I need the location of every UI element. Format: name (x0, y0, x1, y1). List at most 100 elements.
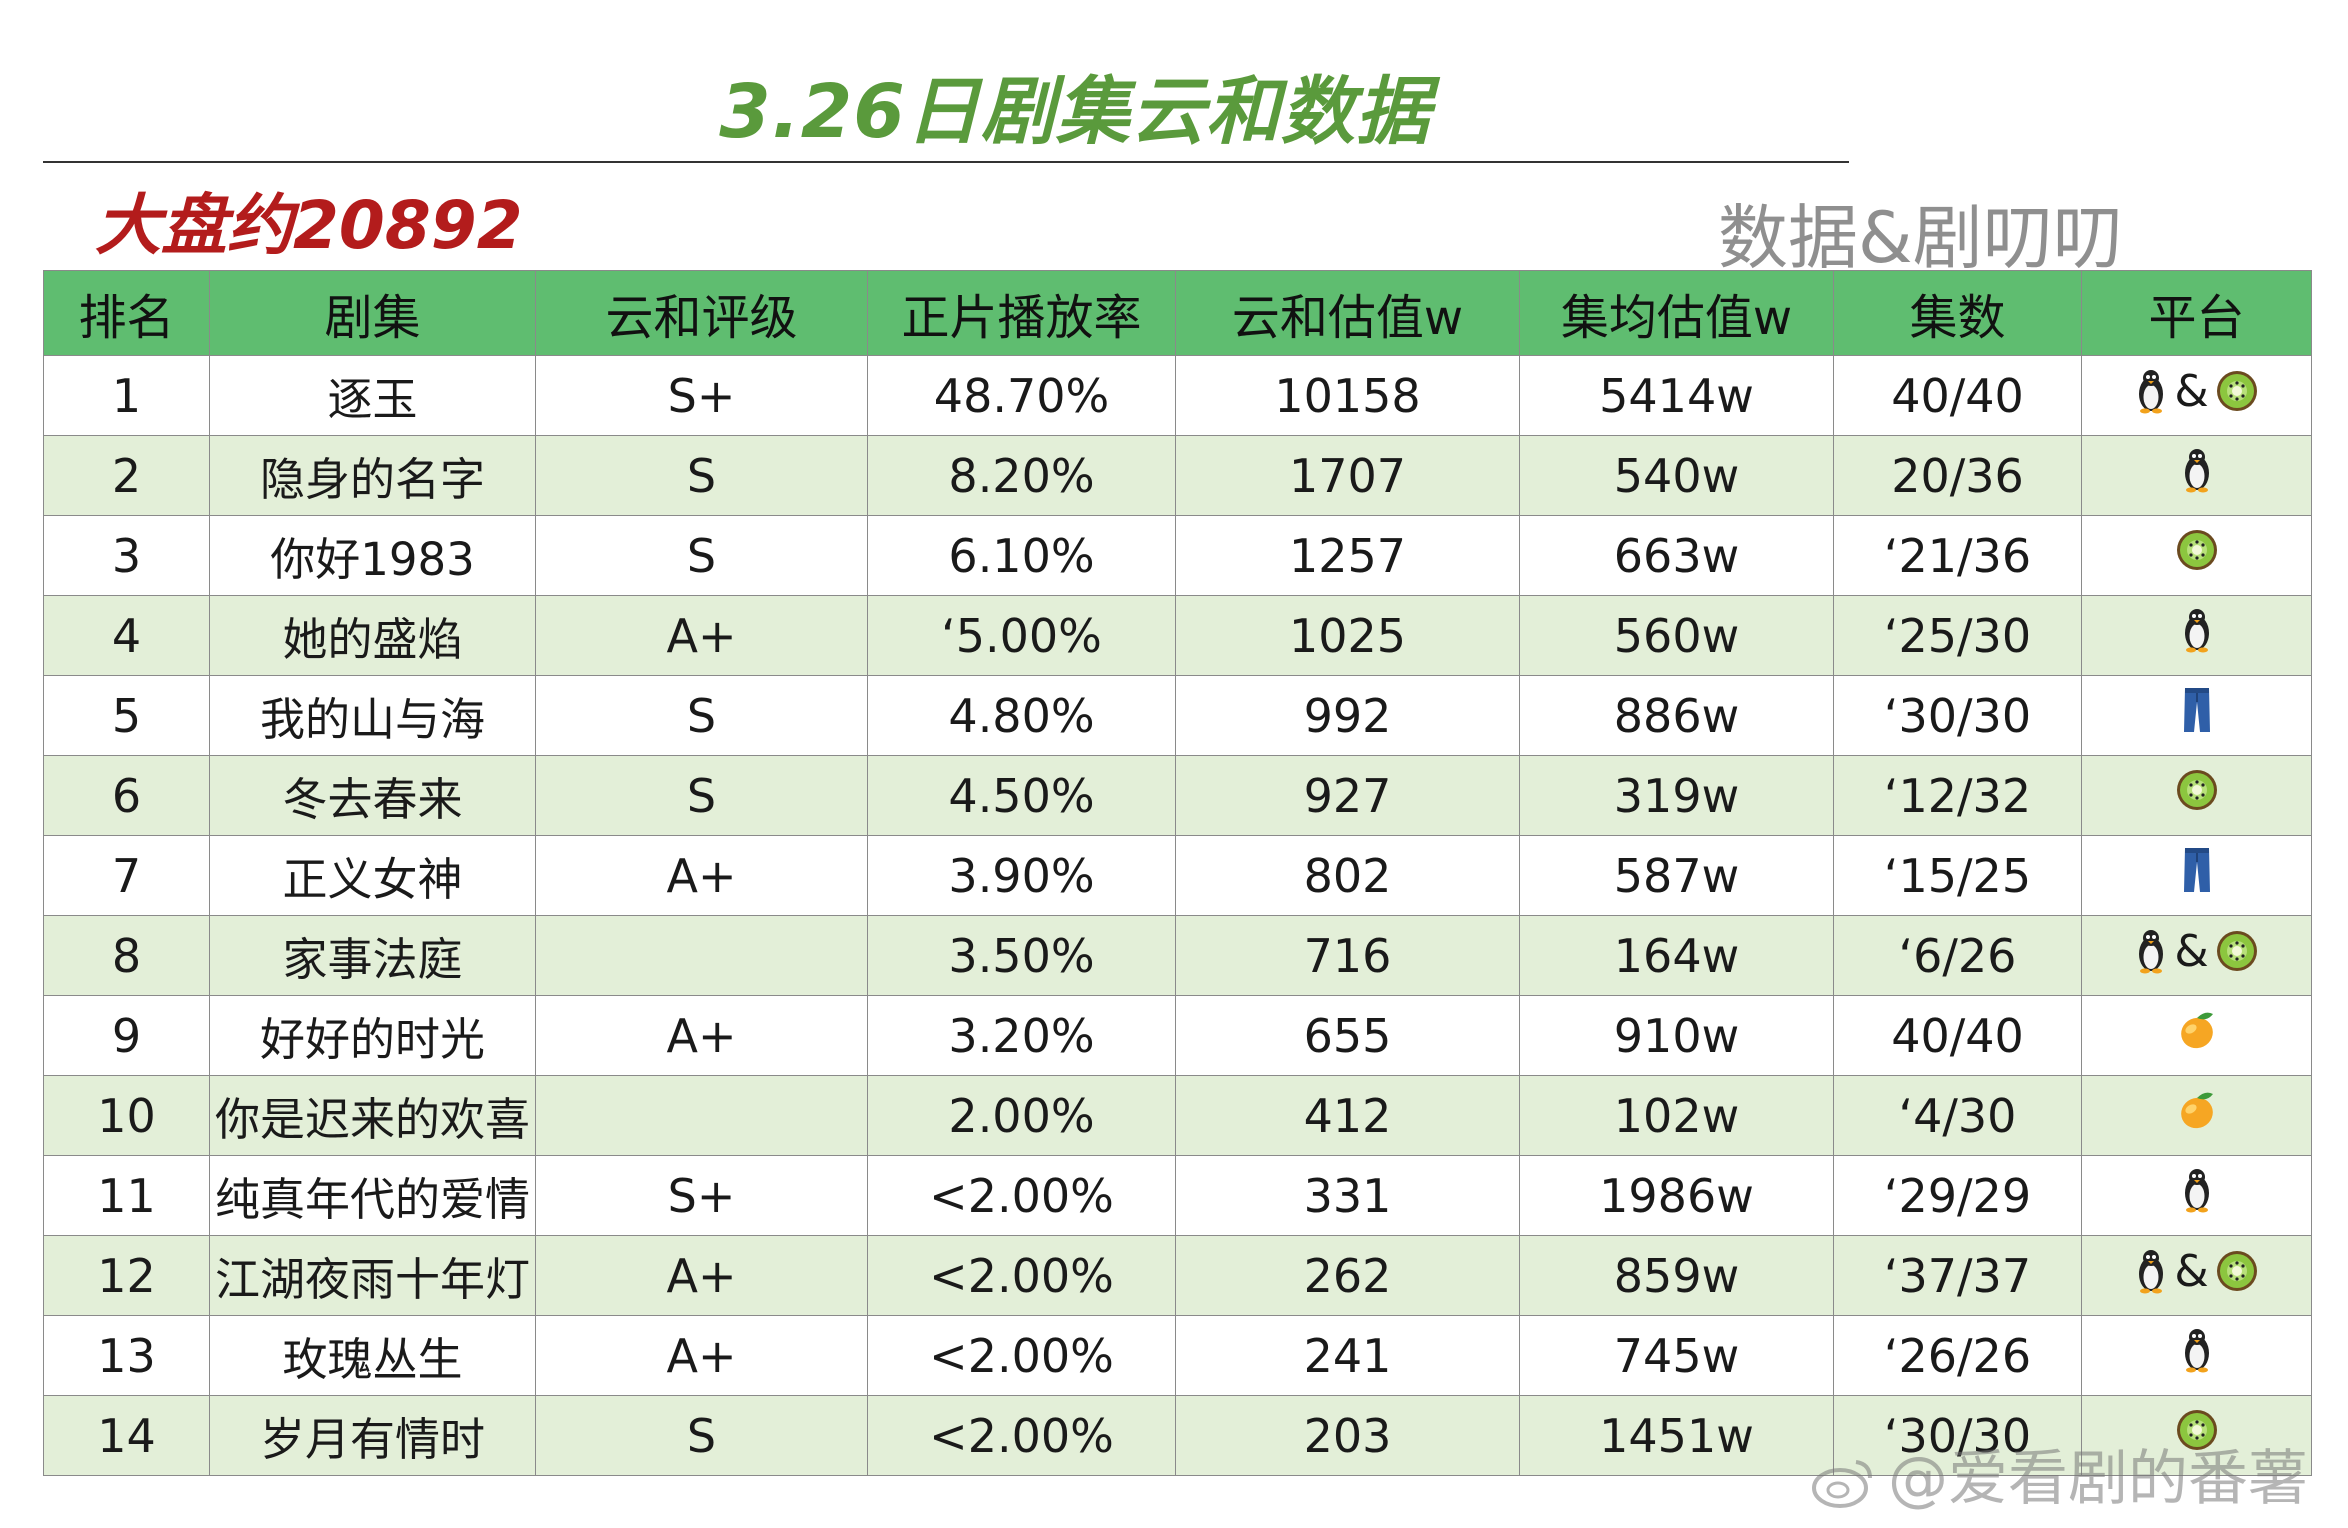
rank-cell: 2 (43, 435, 210, 516)
avg-value-cell: 886w (1519, 675, 1834, 756)
avg-value-cell: 164w (1519, 915, 1834, 996)
play-rate-cell: <2.00% (867, 1395, 1176, 1476)
play-rate-cell: 3.50% (867, 915, 1176, 996)
penguin-icon (2139, 930, 2164, 974)
rank-cell: 9 (43, 995, 210, 1076)
penguin-icon (2184, 449, 2209, 493)
header-avg-value: 集均估值w (1519, 270, 1834, 356)
play-rate-cell: 4.50% (867, 755, 1176, 836)
rank-cell: 12 (43, 1235, 210, 1316)
avg-value-cell: 745w (1519, 1315, 1834, 1396)
drama-cell: 玫瑰丛生 (209, 1315, 536, 1396)
rank-cell: 13 (43, 1315, 210, 1396)
avg-value-cell: 5414w (1519, 355, 1834, 436)
play-rate-cell: ‘5.00% (867, 595, 1176, 676)
table-row: 10 你是迟来的欢喜 2.00% 412 102w ‘4/30 (43, 1075, 2312, 1156)
play-rate-cell: <2.00% (867, 1155, 1176, 1236)
platform-cell (2081, 995, 2312, 1076)
grade-cell: S (535, 1395, 868, 1476)
avg-value-cell: 859w (1519, 1235, 1834, 1316)
penguin-icon (2139, 370, 2164, 414)
kiwi-icon (2216, 1251, 2257, 1292)
rank-cell: 10 (43, 1075, 210, 1156)
play-rate-cell: <2.00% (867, 1315, 1176, 1396)
value-cell: 331 (1175, 1155, 1520, 1236)
platform-cell (2081, 1075, 2312, 1156)
table-row: 1 逐玉 S+ 48.70% 10158 5414w 40/40 & (43, 355, 2312, 436)
episodes-cell: ‘29/29 (1833, 1155, 2082, 1236)
grade-cell: S (535, 515, 868, 596)
source-tag: 数据&剧叨叨 (1718, 197, 2123, 279)
jeans-icon (2183, 848, 2210, 892)
episodes-cell: ‘15/25 (1833, 835, 2082, 916)
table-header-row: 排名 剧集 云和评级 正片播放率 云和估值w 集均估值w 集数 平台 (43, 270, 2312, 356)
episodes-cell: ‘21/36 (1833, 515, 2082, 596)
avg-value-cell: 910w (1519, 995, 1834, 1076)
grade-cell: A+ (535, 1235, 868, 1316)
rank-cell: 1 (43, 355, 210, 436)
rank-cell: 3 (43, 515, 210, 596)
episodes-cell: ‘25/30 (1833, 595, 2082, 676)
drama-cell: 岁月有情时 (209, 1395, 536, 1476)
episodes-cell: 40/40 (1833, 995, 2082, 1076)
grade-cell: A+ (535, 1315, 868, 1396)
drama-cell: 你是迟来的欢喜 (209, 1075, 536, 1156)
episodes-cell: ‘6/26 (1833, 915, 2082, 996)
drama-cell: 隐身的名字 (209, 435, 536, 516)
table-row: 6 冬去春来 S 4.50% 927 319w ‘12/32 (43, 755, 2312, 836)
drama-cell: 她的盛焰 (209, 595, 536, 676)
platform-cell (2081, 1155, 2312, 1236)
grade-cell: S (535, 435, 868, 516)
platform-cell (2081, 835, 2312, 916)
rank-cell: 8 (43, 915, 210, 996)
table-row: 8 家事法庭 3.50% 716 164w ‘6/26 & (43, 915, 2312, 996)
header-drama: 剧集 (209, 270, 536, 356)
penguin-icon (2184, 1169, 2209, 1213)
episodes-cell: ‘37/37 (1833, 1235, 2082, 1316)
table-row: 13 玫瑰丛生 A+ <2.00% 241 745w ‘26/26 (43, 1315, 2312, 1396)
episodes-cell: ‘26/26 (1833, 1315, 2082, 1396)
grade-cell: S (535, 755, 868, 836)
grade-cell: S+ (535, 1155, 868, 1236)
kiwi-icon (2216, 931, 2257, 972)
kiwi-icon (2216, 371, 2257, 412)
header-platform: 平台 (2081, 270, 2312, 356)
jeans-icon (2183, 688, 2210, 732)
rank-cell: 7 (43, 835, 210, 916)
drama-cell: 你好1983 (209, 515, 536, 596)
grade-cell: A+ (535, 595, 868, 676)
grade-cell: A+ (535, 835, 868, 916)
avg-value-cell: 102w (1519, 1075, 1834, 1156)
platform-cell: & (2081, 355, 2312, 436)
grade-cell (535, 915, 868, 996)
avg-value-cell: 319w (1519, 755, 1834, 836)
penguin-icon (2184, 1329, 2209, 1373)
mango-icon (2180, 1012, 2213, 1049)
episodes-cell: ‘12/32 (1833, 755, 2082, 836)
table-row: 11 纯真年代的爱情 S+ <2.00% 331 1986w ‘29/29 (43, 1155, 2312, 1236)
rank-cell: 6 (43, 755, 210, 836)
drama-cell: 纯真年代的爱情 (209, 1155, 536, 1236)
title-divider (43, 161, 1849, 163)
avg-value-cell: 560w (1519, 595, 1834, 676)
platform-cell (2081, 675, 2312, 756)
kiwi-icon (2176, 530, 2217, 570)
drama-cell: 我的山与海 (209, 675, 536, 756)
value-cell: 10158 (1175, 355, 1520, 436)
page-title: 3.26日剧集云和数据 (719, 69, 1431, 155)
ampersand: & (2174, 1245, 2209, 1297)
value-cell: 1257 (1175, 515, 1520, 596)
value-cell: 203 (1175, 1395, 1520, 1476)
play-rate-cell: 2.00% (867, 1075, 1176, 1156)
platform-cell (2081, 1395, 2312, 1476)
table-row: 5 我的山与海 S 4.80% 992 886w ‘30/30 (43, 675, 2312, 756)
grade-cell: S (535, 675, 868, 756)
value-cell: 716 (1175, 915, 1520, 996)
penguin-icon (2184, 609, 2209, 653)
weibo-watermark: @爱看剧的番薯 (1808, 1430, 2308, 1517)
play-rate-cell: 4.80% (867, 675, 1176, 756)
mango-icon (2180, 1092, 2213, 1129)
ampersand: & (2174, 365, 2209, 417)
grade-cell (535, 1075, 868, 1156)
episodes-cell: ‘4/30 (1833, 1075, 2082, 1156)
